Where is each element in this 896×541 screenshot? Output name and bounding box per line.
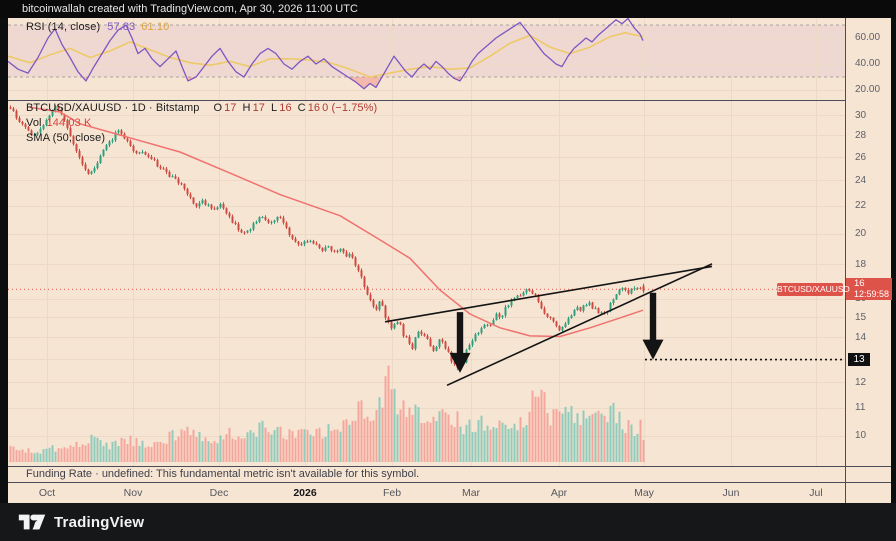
time-axis-label: May [634,487,654,499]
rsi-tick-label: 60.00 [855,32,881,43]
time-axis-label: Apr [550,487,568,499]
tradingview-brand-name: TradingView [54,513,145,531]
time-axis-label: Jun [722,487,740,499]
time-axis-label: Dec [209,487,229,499]
sma-label: SMA (50, close) [26,132,106,144]
price-tick-label: 18 [855,258,867,270]
time-axis-label: Jul [809,487,823,499]
time-axis-label: Mar [461,487,481,499]
chart-plot-area[interactable]: RSI (14, close) 57.83 61.10 BTCUSD/XAUUSD … [8,18,850,466]
last-price-badge: 16 12:59:58 [846,278,892,301]
rsi-legend-label: RSI (14, close) [26,21,101,33]
funding-rate-row: Funding Rate · undefined: This fundament… [8,466,891,483]
time-axis-label: Oct [38,487,56,499]
rsi-legend: RSI (14, close) 57.83 61.10 [26,21,169,33]
change-value: 0 (−1.75%) [322,102,378,114]
branding-bar: TradingView [0,503,896,541]
rsi-tick-label: 40.00 [855,58,881,69]
sma-legend: SMA (50, close) [26,132,105,144]
axis-border-line [845,466,846,503]
tradingview-logo-icon [18,514,46,530]
last-price-value: 16 [854,278,865,290]
open-label: O [213,102,223,114]
open-value: 17 [224,102,237,114]
high-label: H [242,102,251,114]
low-value: 16 [279,102,292,114]
price-tick-label: 30 [855,109,867,121]
price-tick-label: 22 [855,200,867,212]
time-axis-label: Feb [382,487,402,499]
price-axis[interactable]: 16 12:59:58 13 3028262422201816151413121… [845,18,892,503]
attribution-bar: bitcoinwallah created with TradingView.c… [0,0,896,18]
close-label: C [297,102,306,114]
close-value: 16 [307,102,321,114]
volume-value: 144.03 K [46,117,92,129]
rsi-tick-label: 20.00 [855,84,881,95]
price-tick-label: 15 [855,311,867,323]
price-tick-label: 12 [855,376,867,388]
bar-countdown: 12:59:58 [854,289,890,300]
rsi-value: 57.83 [107,21,136,33]
tradingview-brand[interactable]: TradingView [18,512,144,532]
price-tick-label: 26 [855,151,867,163]
high-value: 17 [252,102,266,114]
price-tick-label: 10 [855,430,867,442]
volume-label: Vol [26,117,42,129]
chart-canvas[interactable] [8,18,845,466]
price-tick-label: 14 [855,331,867,343]
attribution-text: bitcoinwallah created with TradingView.c… [22,3,358,15]
price-tick-label: 28 [855,129,867,141]
low-label: L [271,102,278,114]
price-tick-label: 11 [855,402,866,414]
price-tick-label: 20 [855,228,867,240]
rsi-ma-value: 61.10 [141,21,170,33]
ohlc-readout: O 17 H 17 L 16 C 16 0 (−1.75%) [207,102,377,114]
time-axis-label: Nov [123,487,143,499]
time-axis-label: 2026 [293,487,317,499]
funding-rate-text: Funding Rate · undefined: This fundament… [26,468,420,480]
target-price-badge: 13 [848,353,870,367]
time-axis[interactable]: Oct Nov Dec 2026 Feb Mar Apr May Jun Jul [8,483,891,503]
price-tick-label: 24 [855,174,867,186]
symbol-title: BTCUSD/XAUUSD · 1D · Bitstamp [26,102,200,114]
last-price-flag: BTCUSD/XAUUSD [777,282,850,296]
volume-legend: Vol 144.03 K [26,117,91,129]
symbol-legend: BTCUSD/XAUUSD · 1D · Bitstamp O 17 H 17 L 16 C 1… [26,102,377,114]
